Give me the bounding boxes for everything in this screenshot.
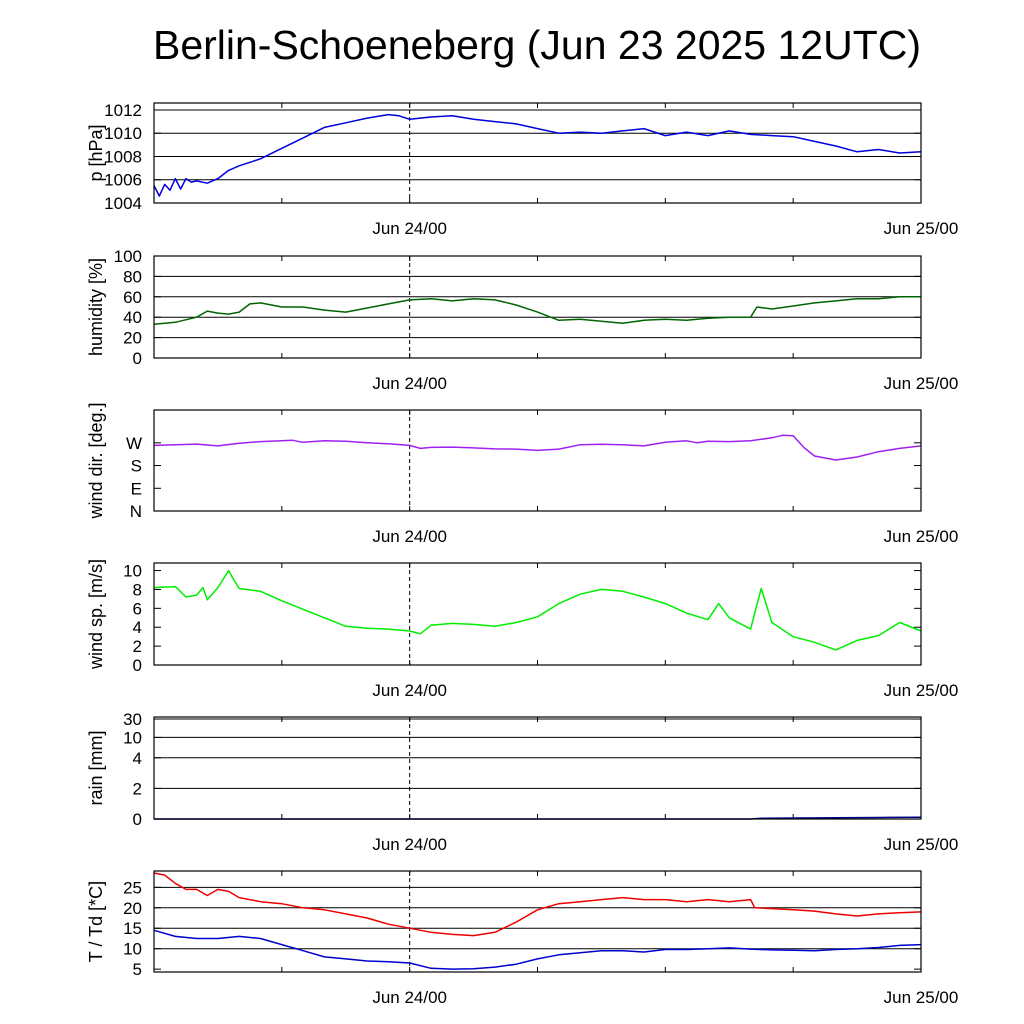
plot-frame bbox=[153, 409, 922, 512]
plot-frame bbox=[153, 562, 922, 666]
y-tick-label: 1004 bbox=[104, 194, 142, 213]
y-tick-label: 0 bbox=[133, 810, 142, 829]
y-tick-label: 100 bbox=[114, 247, 142, 266]
panel-1: 1004 1006 1008 1010 1012 Jun 24/00 Jun 25/00 p … bbox=[86, 101, 958, 238]
y-tick-label: W bbox=[126, 434, 142, 453]
x-tick-label: Jun 24/00 bbox=[372, 681, 447, 700]
y-axis-label: p [hPa] bbox=[86, 124, 106, 181]
x-tick-label: Jun 24/00 bbox=[372, 988, 447, 1007]
y-tick-label: 1010 bbox=[104, 124, 142, 143]
y-tick-label: 2 bbox=[133, 637, 142, 656]
series-line-1 bbox=[153, 569, 922, 651]
series-line-1 bbox=[153, 872, 922, 937]
y-tick-label: 0 bbox=[133, 656, 142, 675]
y-tick-label: 20 bbox=[123, 899, 142, 918]
y-axis-label: wind dir. [deg.] bbox=[86, 402, 106, 519]
chart-title: Berlin-Schoeneberg (Jun 23 2025 12UTC) bbox=[152, 22, 922, 68]
y-tick-label: 10 bbox=[123, 728, 142, 747]
plot-frame bbox=[153, 870, 922, 973]
y-axis-label: T / Td [*C] bbox=[86, 881, 106, 962]
y-tick-label: E bbox=[131, 479, 142, 498]
y-tick-label: N bbox=[130, 502, 142, 521]
y-tick-label: 10 bbox=[123, 940, 142, 959]
x-tick-label: Jun 25/00 bbox=[884, 835, 959, 854]
x-tick-label: Jun 24/00 bbox=[372, 374, 447, 393]
y-tick-label: 1008 bbox=[104, 147, 142, 166]
y-tick-label: 8 bbox=[133, 580, 142, 599]
x-tick-label: Jun 25/00 bbox=[884, 988, 959, 1007]
y-tick-label: S bbox=[131, 457, 142, 476]
y-tick-label: 10 bbox=[123, 562, 142, 581]
series-line-1 bbox=[153, 434, 922, 461]
y-tick-label: 80 bbox=[123, 267, 142, 286]
x-tick-label: Jun 25/00 bbox=[884, 681, 959, 700]
y-tick-label: 15 bbox=[123, 919, 142, 938]
series-line-1 bbox=[153, 113, 922, 197]
y-axis-label: rain [mm] bbox=[86, 730, 106, 805]
y-tick-label: 0 bbox=[133, 349, 142, 368]
x-tick-label: Jun 25/00 bbox=[884, 374, 959, 393]
y-tick-label: 4 bbox=[133, 749, 142, 768]
y-tick-label: 1006 bbox=[104, 171, 142, 190]
series-line-1 bbox=[153, 296, 921, 326]
y-tick-label: 60 bbox=[123, 288, 142, 307]
y-tick-label: 40 bbox=[123, 308, 142, 327]
y-tick-label: 30 bbox=[123, 710, 142, 729]
x-tick-label: Jun 25/00 bbox=[884, 219, 959, 238]
y-tick-label: 1012 bbox=[104, 101, 142, 120]
series-line-2 bbox=[153, 929, 922, 970]
plot-frame bbox=[153, 255, 922, 359]
x-tick-label: Jun 24/00 bbox=[372, 219, 447, 238]
x-tick-label: Jun 25/00 bbox=[884, 527, 959, 546]
x-tick-label: Jun 24/00 bbox=[372, 527, 447, 546]
y-tick-label: 25 bbox=[123, 878, 142, 897]
y-tick-label: 5 bbox=[133, 960, 142, 979]
x-tick-label: Jun 24/00 bbox=[372, 835, 447, 854]
plot-frame bbox=[153, 102, 922, 204]
y-tick-label: 4 bbox=[133, 618, 142, 637]
y-tick-label: 20 bbox=[123, 329, 142, 348]
y-tick-label: 2 bbox=[133, 779, 142, 798]
plot-frame bbox=[153, 716, 922, 820]
y-axis-label: wind sp. [m/s] bbox=[86, 559, 106, 670]
y-tick-label: 6 bbox=[133, 599, 142, 618]
y-axis-label: humidity [%] bbox=[86, 258, 106, 356]
